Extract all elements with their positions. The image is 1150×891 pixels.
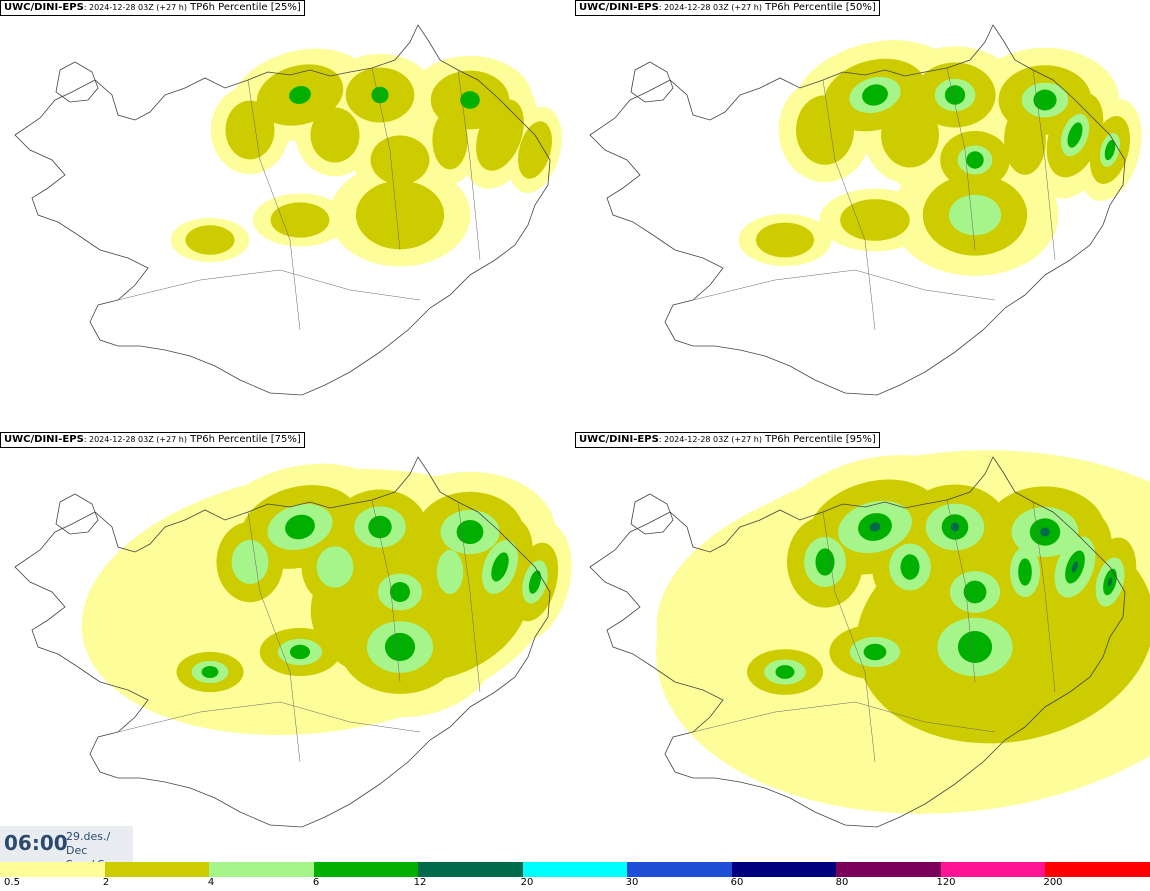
precip-map-p25	[14, 24, 562, 396]
legend-label: 60	[730, 877, 744, 888]
legend-swatch	[731, 862, 837, 877]
valid-time: 06:00	[4, 831, 68, 855]
precip-map-p75	[14, 456, 572, 828]
legend-swatch	[940, 862, 1046, 877]
legend-label: 0.5	[4, 877, 20, 888]
map-panel-p50: UWC/DINI-EPS: 2024-12-28 03Z (+27 h) TP6…	[575, 0, 1150, 430]
legend-label: 12	[413, 877, 427, 888]
legend-label: 2	[102, 877, 110, 888]
map-panel-p25: UWC/DINI-EPS: 2024-12-28 03Z (+27 h) TP6…	[0, 0, 575, 430]
panel-title: UWC/DINI-EPS: 2024-12-28 03Z (+27 h) TP6…	[575, 0, 880, 16]
color-legend	[0, 862, 1150, 877]
legend-swatch	[836, 862, 941, 877]
valid-date-line: 29.des./ Dec	[66, 830, 111, 857]
legend-label: 120	[936, 877, 956, 888]
map-panel-p75: UWC/DINI-EPS: 2024-12-28 03Z (+27 h) TP6…	[0, 432, 575, 862]
panel-title: UWC/DINI-EPS: 2024-12-28 03Z (+27 h) TP6…	[0, 0, 305, 16]
legend-swatch	[104, 862, 210, 877]
legend-swatch	[627, 862, 732, 877]
valid-time-box: 06:00 29.des./ Dec Sun./ Sun	[0, 826, 133, 871]
legend-label: 6	[312, 877, 320, 888]
legend-label: 200	[1043, 877, 1063, 888]
legend-labels: 0.5 2 4 6 12 20 30 60 80 120 200	[0, 877, 1150, 891]
legend-label: 30	[625, 877, 639, 888]
precip-map-p50	[589, 24, 1142, 396]
precip-map-p95	[589, 450, 1150, 828]
legend-swatch	[0, 862, 105, 877]
panel-title: UWC/DINI-EPS: 2024-12-28 03Z (+27 h) TP6…	[0, 432, 305, 448]
legend-swatch	[313, 862, 419, 877]
legend-swatch	[522, 862, 628, 877]
legend-swatch	[1045, 862, 1150, 877]
legend-label: 20	[520, 877, 534, 888]
map-panel-p95: UWC/DINI-EPS: 2024-12-28 03Z (+27 h) TP6…	[575, 432, 1150, 862]
legend-label: 4	[207, 877, 215, 888]
legend-label: 80	[835, 877, 849, 888]
legend-swatch	[209, 862, 314, 877]
legend-swatch	[418, 862, 523, 877]
panel-title: UWC/DINI-EPS: 2024-12-28 03Z (+27 h) TP6…	[575, 432, 880, 448]
